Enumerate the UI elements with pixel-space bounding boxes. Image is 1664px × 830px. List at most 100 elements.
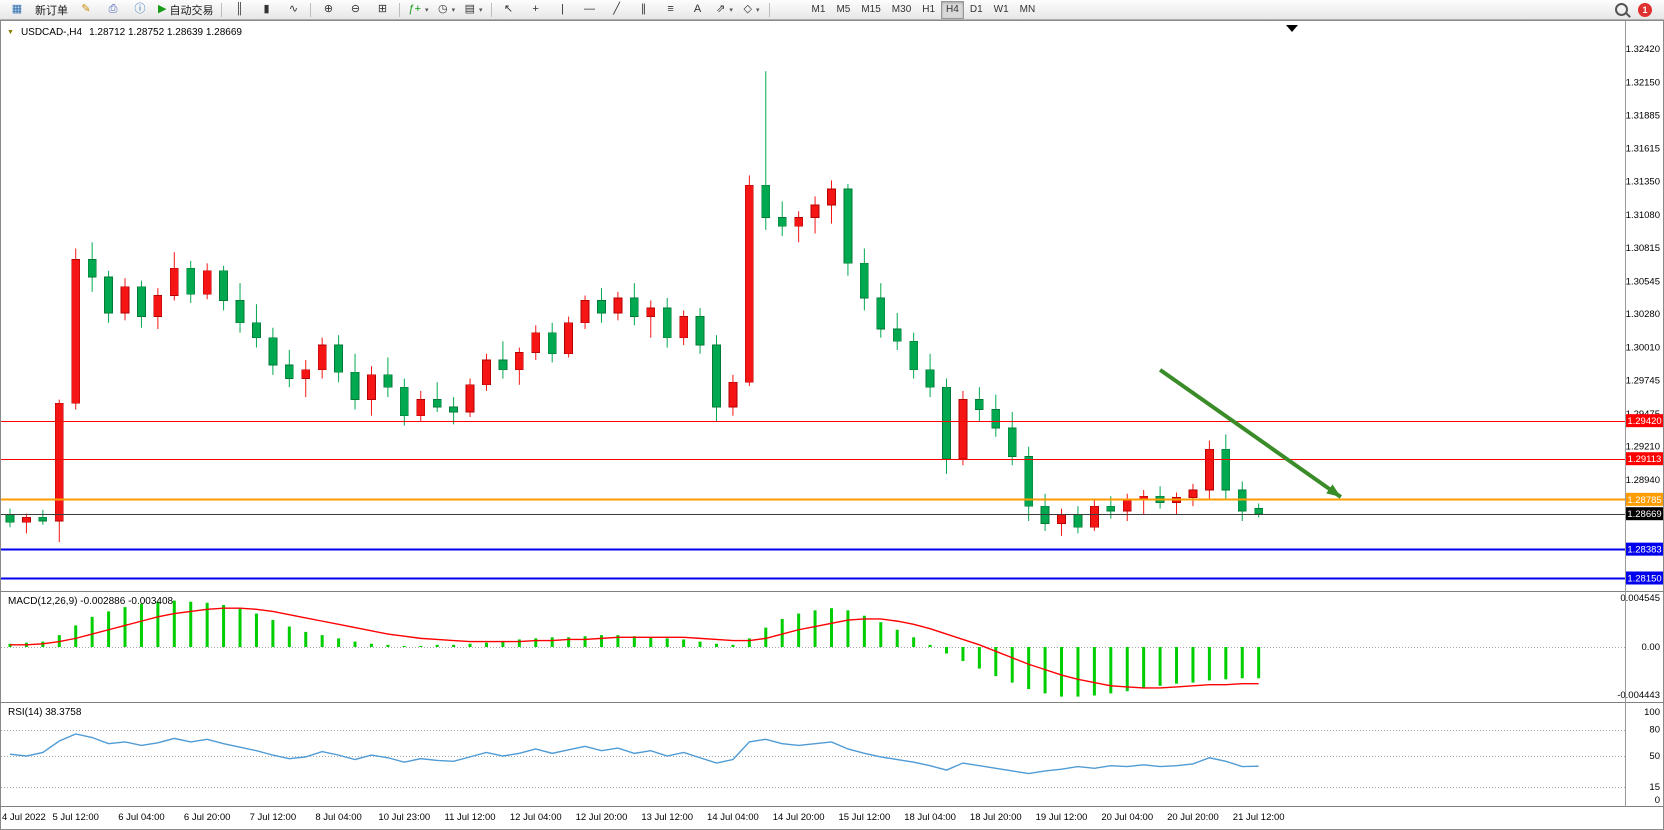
macd-panel: MACD(12,26,9) -0.002886 -0.003408 0.00454…: [1, 593, 1660, 701]
svg-text:15 Jul 12:00: 15 Jul 12:00: [838, 812, 890, 823]
svg-text:18 Jul 04:00: 18 Jul 04:00: [904, 812, 956, 823]
svg-text:-0.004443: -0.004443: [1617, 690, 1660, 701]
price-tag: [1626, 542, 1663, 556]
svg-text:6 Jul 20:00: 6 Jul 20:00: [184, 812, 230, 823]
macd-signal-line: [10, 607, 1259, 689]
svg-text:50: 50: [1649, 751, 1660, 762]
zoom-in-button[interactable]: ⊕: [315, 0, 341, 19]
svg-text:1.30815: 1.30815: [1626, 243, 1660, 254]
timeframe-d1[interactable]: D1: [969, 4, 983, 15]
toolbar-separator: [490, 2, 492, 17]
crosshair-icon: +: [532, 3, 539, 15]
text-tool-button[interactable]: A: [685, 0, 711, 19]
arrows-tool-dropdown-icon[interactable]: ▾: [729, 6, 733, 14]
auto-trading-icon: ▶: [158, 3, 167, 15]
zoom-out-button[interactable]: ⊖: [342, 0, 368, 19]
horizontal-line-objects[interactable]: [1, 421, 1625, 580]
crosshair-button[interactable]: +: [523, 0, 549, 19]
chart-shift-marker[interactable]: [1286, 25, 1298, 32]
svg-text:1.29113: 1.29113: [1628, 454, 1662, 465]
fibonacci-button[interactable]: ≡: [658, 0, 684, 19]
indicators-icon: ƒ+: [408, 3, 422, 15]
svg-text:10 Jul 23:00: 10 Jul 23:00: [378, 812, 430, 823]
data-window-button[interactable]: ⓘ: [127, 0, 153, 19]
svg-text:1.28383: 1.28383: [1627, 545, 1661, 556]
new-order-button[interactable]: 新订单: [31, 0, 72, 19]
auto-trading-button[interactable]: ▶ 自动交易: [154, 0, 217, 19]
timeframe-w1[interactable]: W1: [993, 4, 1009, 15]
rsi-panel: RSI(14) 38.3758 100 80 50 15 0: [1, 707, 1660, 806]
tile-windows-icon: ⊞: [377, 3, 388, 15]
timeframe-m5[interactable]: M5: [836, 4, 851, 15]
svg-text:0.004545: 0.004545: [1620, 593, 1660, 604]
svg-text:1.29745: 1.29745: [1626, 375, 1660, 386]
templates-dropdown-icon[interactable]: ▾: [478, 6, 483, 14]
main-toolbar: ▦ 新订单 ✎ ⎙ ⓘ ▶ 自动交易 ║ ▮ ∿ ⊕ ⊖ ⊞ ƒ+ ▾ ◷ ▾ ▤ ▾ ↖ + | — ╱ ∥ ≡ A ⇗ ▾ ◇ ▾ M1…: [0, 0, 1664, 20]
horizontal-line-icon: —: [584, 3, 596, 15]
toolbar-separator: [399, 2, 401, 17]
candlestick-chart-icon: ▮: [263, 3, 270, 15]
chart-symbol-period: USDCAD-,H4: [20, 27, 83, 38]
bar-chart-button[interactable]: ║: [226, 0, 252, 19]
arrows-tool-button[interactable]: ⇗ ▾: [712, 0, 738, 19]
bar-chart-icon: ║: [235, 3, 244, 15]
svg-text:15: 15: [1649, 782, 1660, 793]
svg-text:11 Jul 12:00: 11 Jul 12:00: [445, 812, 496, 823]
timeframe-mn[interactable]: MN: [1019, 4, 1036, 15]
svg-text:1.29210: 1.29210: [1626, 442, 1660, 453]
svg-text:13 Jul 12:00: 13 Jul 12:00: [641, 812, 693, 823]
cursor-icon: ↖: [503, 3, 514, 15]
equidistant-channel-button[interactable]: ∥: [631, 0, 657, 19]
svg-text:RSI(14) 38.3758: RSI(14) 38.3758: [8, 707, 82, 718]
candlestick-series: [5, 71, 1264, 543]
svg-text:1.31885: 1.31885: [1626, 110, 1660, 121]
metaeditor-button[interactable]: ✎: [73, 0, 99, 19]
new-chart-button[interactable]: ▦: [4, 0, 30, 19]
price-tag: [1626, 452, 1663, 466]
timeframe-m30[interactable]: M30: [891, 4, 912, 15]
horizontal-line-button[interactable]: —: [577, 0, 603, 19]
periods-dropdown-icon[interactable]: ▾: [451, 6, 456, 14]
price-tag: [1626, 414, 1663, 428]
trend-arrow[interactable]: [1158, 368, 1342, 499]
indicators-button[interactable]: ƒ+ ▾: [404, 0, 432, 19]
toolbar-right: 1: [1615, 2, 1660, 17]
zoom-out-icon: ⊖: [350, 3, 361, 15]
shapes-button[interactable]: ◇ ▾: [739, 0, 765, 19]
data-window-icon: ⓘ: [134, 3, 146, 15]
vertical-line-button[interactable]: |: [550, 0, 576, 19]
print-button[interactable]: ⎙: [100, 0, 126, 19]
line-chart-button[interactable]: ∿: [280, 0, 306, 19]
svg-text:20 Jul 04:00: 20 Jul 04:00: [1101, 812, 1153, 823]
shapes-dropdown-icon[interactable]: ▾: [756, 6, 760, 14]
svg-text:1.30545: 1.30545: [1626, 276, 1660, 287]
price-tag: [1626, 507, 1663, 521]
svg-text:1.29420: 1.29420: [1627, 416, 1661, 427]
svg-text:7 Jul 12:00: 7 Jul 12:00: [250, 812, 296, 823]
arrows-tool-icon: ⇗: [716, 3, 726, 15]
notification-badge[interactable]: 1: [1638, 2, 1652, 17]
search-icon[interactable]: [1615, 3, 1628, 16]
timeframe-h1[interactable]: H1: [922, 4, 936, 15]
svg-text:1.28150: 1.28150: [1627, 574, 1661, 585]
timeframe-m1[interactable]: M1: [811, 4, 826, 15]
templates-button[interactable]: ▤ ▾: [461, 0, 487, 19]
print-icon: ⎙: [108, 3, 118, 15]
svg-text:1.30280: 1.30280: [1626, 309, 1660, 320]
svg-text:1.32150: 1.32150: [1626, 77, 1660, 88]
svg-text:12 Jul 20:00: 12 Jul 20:00: [576, 812, 628, 823]
time-axis[interactable]: 4 Jul 2022 5 Jul 12:00 6 Jul 04:00 6 Jul 20…: [2, 812, 1285, 823]
indicators-dropdown-icon[interactable]: ▾: [425, 6, 429, 14]
trendline-button[interactable]: ╱: [604, 0, 630, 19]
svg-text:8 Jul 04:00: 8 Jul 04:00: [315, 812, 361, 823]
timeframe-h4[interactable]: H4: [941, 0, 964, 19]
candlestick-chart-button[interactable]: ▮: [253, 0, 279, 19]
price-axis[interactable]: 1.32420 1.32150 1.31885 1.31615 1.31350 1.310…: [1626, 44, 1663, 585]
svg-text:18 Jul 20:00: 18 Jul 20:00: [970, 812, 1022, 823]
chart-title: ▼ USDCAD-,H4 1.28712 1.28752 1.28639 1.2…: [7, 27, 242, 38]
tile-windows-button[interactable]: ⊞: [369, 0, 395, 19]
cursor-button[interactable]: ↖: [496, 0, 522, 19]
timeframe-m15[interactable]: M15: [861, 4, 881, 15]
periods-button[interactable]: ◷ ▾: [434, 0, 460, 19]
